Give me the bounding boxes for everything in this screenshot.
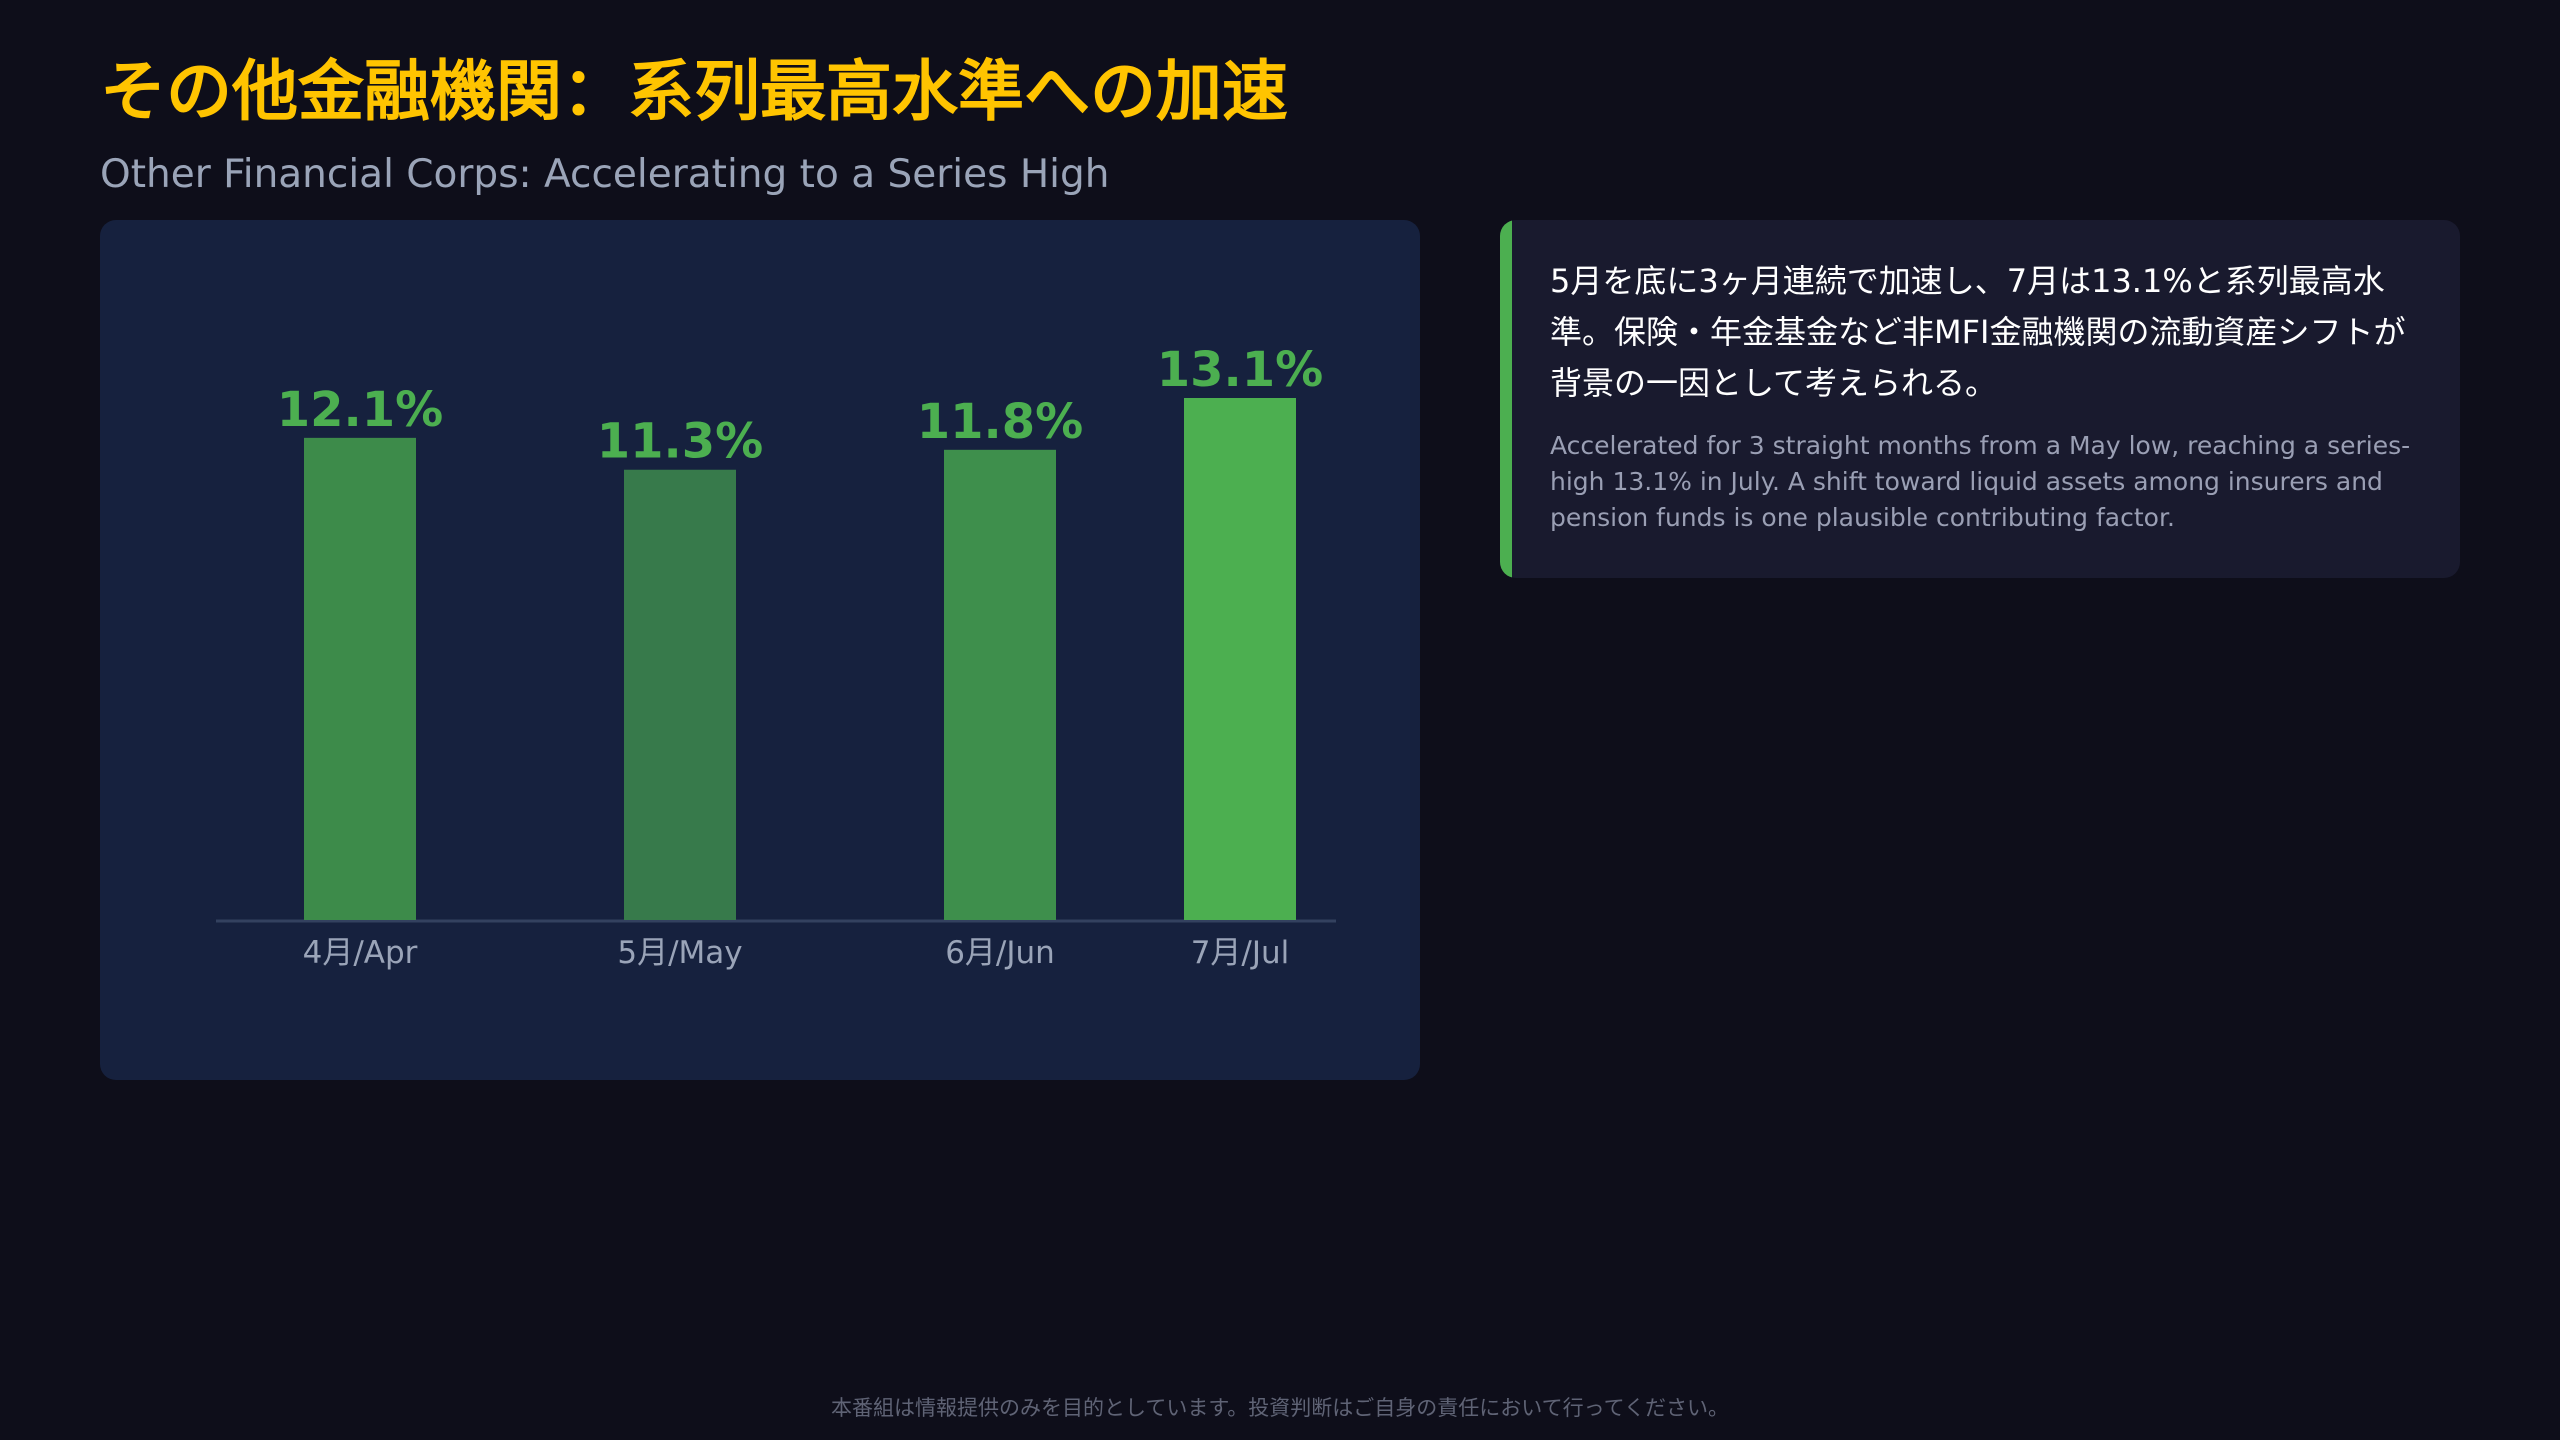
bar-value-label: 11.8% bbox=[917, 394, 1084, 450]
note-accent-bar bbox=[1500, 220, 1512, 578]
bar bbox=[1184, 398, 1296, 920]
x-tick-label: 6月/Jun bbox=[945, 935, 1055, 971]
bar-value-label: 13.1% bbox=[1157, 342, 1324, 398]
chart-panel: 12.1% 4月/Apr 11.3% 5月/May 11.8% 6月/Jun 13.1% 7月… bbox=[100, 220, 1420, 1080]
bar-value-label: 11.3% bbox=[597, 414, 764, 470]
bar-value-label: 12.1% bbox=[277, 382, 444, 438]
bar bbox=[304, 437, 416, 920]
footer-disclaimer: 本番組は情報提供のみを目的としています。投資判断はご自身の責任において行ってくだ… bbox=[831, 1396, 1729, 1420]
page-title: その他金融機関：系列最高水準への加速 bbox=[100, 53, 1288, 130]
x-tick-label: 4月/Apr bbox=[303, 935, 418, 971]
x-tick-label: 5月/May bbox=[617, 935, 742, 971]
bar bbox=[624, 469, 736, 920]
page-subtitle: Other Financial Corps: Accelerating to a… bbox=[100, 152, 1110, 197]
bar bbox=[944, 449, 1056, 920]
note-text-en: Accelerated for 3 straight months from a… bbox=[1550, 431, 2411, 532]
note-card: 5月を底に3ヶ月連続で加速し、7月は13.1%と系列最高水準。保険・年金基金など… bbox=[1500, 220, 2460, 578]
note-text-jp: 5月を底に3ヶ月連続で加速し、7月は13.1%と系列最高水準。保険・年金基金など… bbox=[1550, 262, 2406, 402]
bar-chart: 12.1% 4月/Apr 11.3% 5月/May 11.8% 6月/Jun 13.1% 7月… bbox=[216, 342, 1336, 971]
x-tick-label: 7月/Jul bbox=[1191, 935, 1290, 971]
